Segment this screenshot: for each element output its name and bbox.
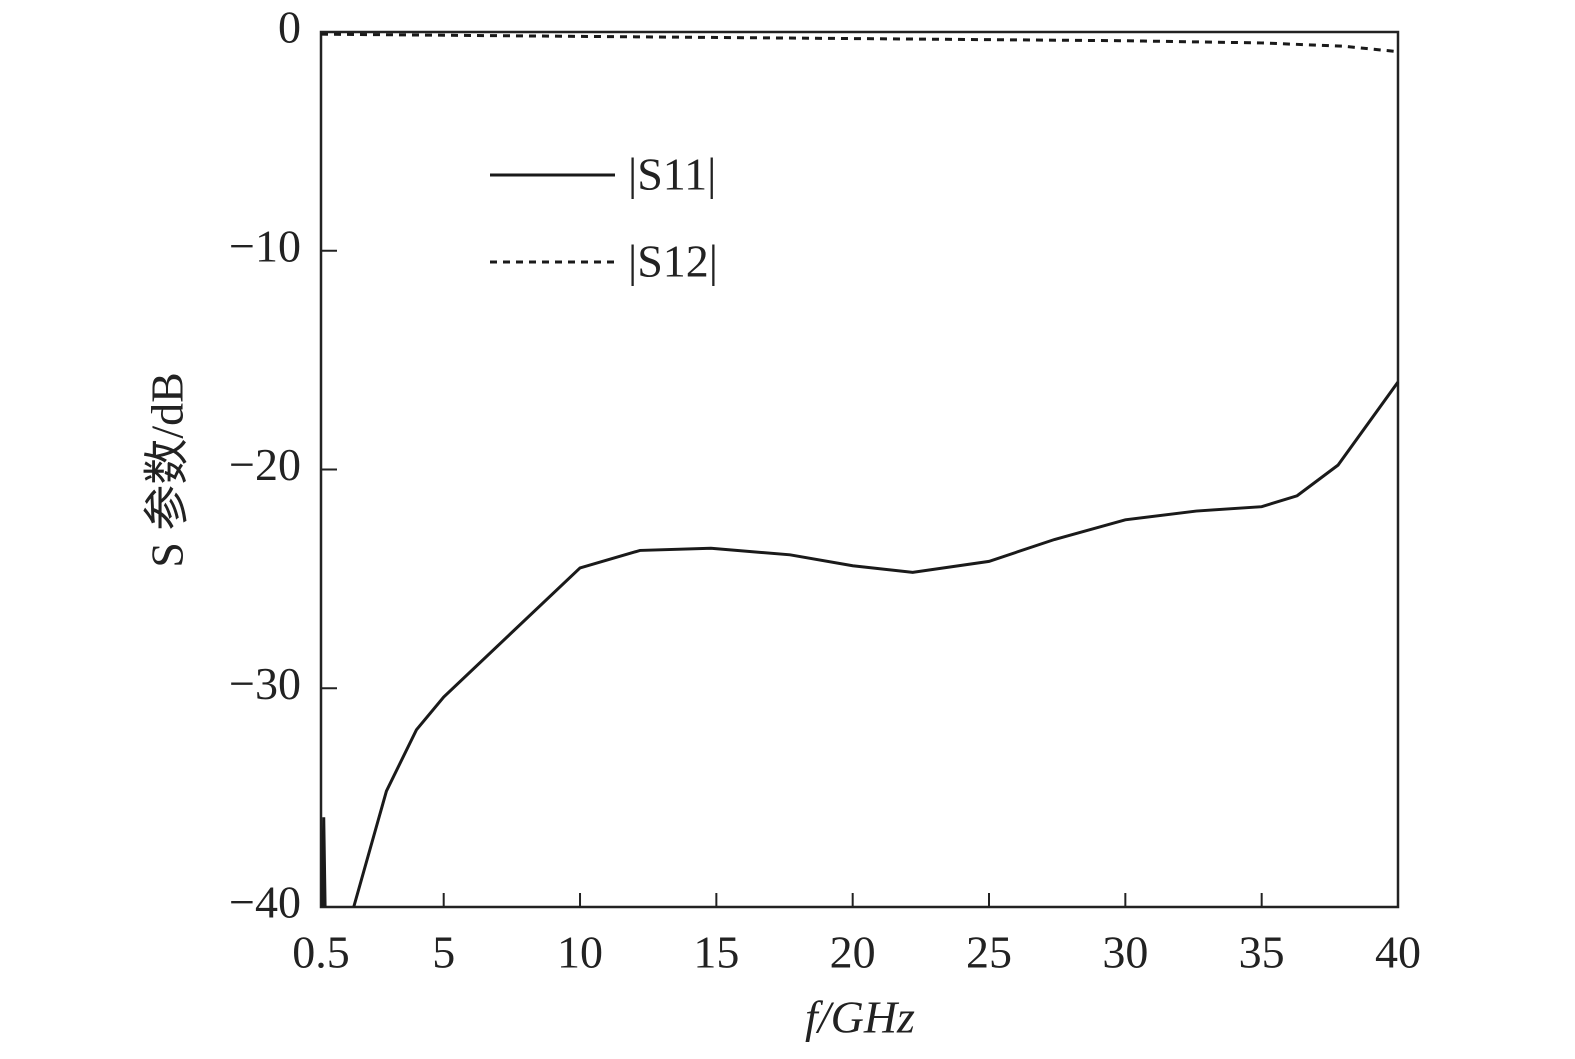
y-tick-label: −40 — [229, 877, 301, 928]
x-tick-label: 40 — [1375, 927, 1421, 978]
x-tick-label: 10 — [557, 927, 603, 978]
x-axis-label: f/GHz — [805, 992, 915, 1043]
plot-frame — [319, 30, 1400, 909]
x-tick-label: 35 — [1239, 927, 1285, 978]
x-tick-label: 30 — [1102, 927, 1148, 978]
y-tick-label: −30 — [229, 658, 301, 709]
x-tick-label: 20 — [830, 927, 876, 978]
x-tick-label: 25 — [966, 927, 1012, 978]
y-tick-label: 0 — [278, 2, 301, 53]
y-tick-label: −10 — [229, 220, 301, 271]
y-axis-label: S 参数/dB — [142, 372, 193, 568]
x-tick-label: 15 — [693, 927, 739, 978]
y-tick-label: −20 — [229, 439, 301, 490]
series-line — [320, 381, 1400, 908]
x-tick-label: 0.5 — [292, 927, 350, 978]
legend-label: |S11| — [628, 149, 716, 200]
legend-label: |S12| — [628, 236, 718, 287]
x-tick-label: 5 — [432, 927, 455, 978]
series-line — [320, 32, 1399, 54]
